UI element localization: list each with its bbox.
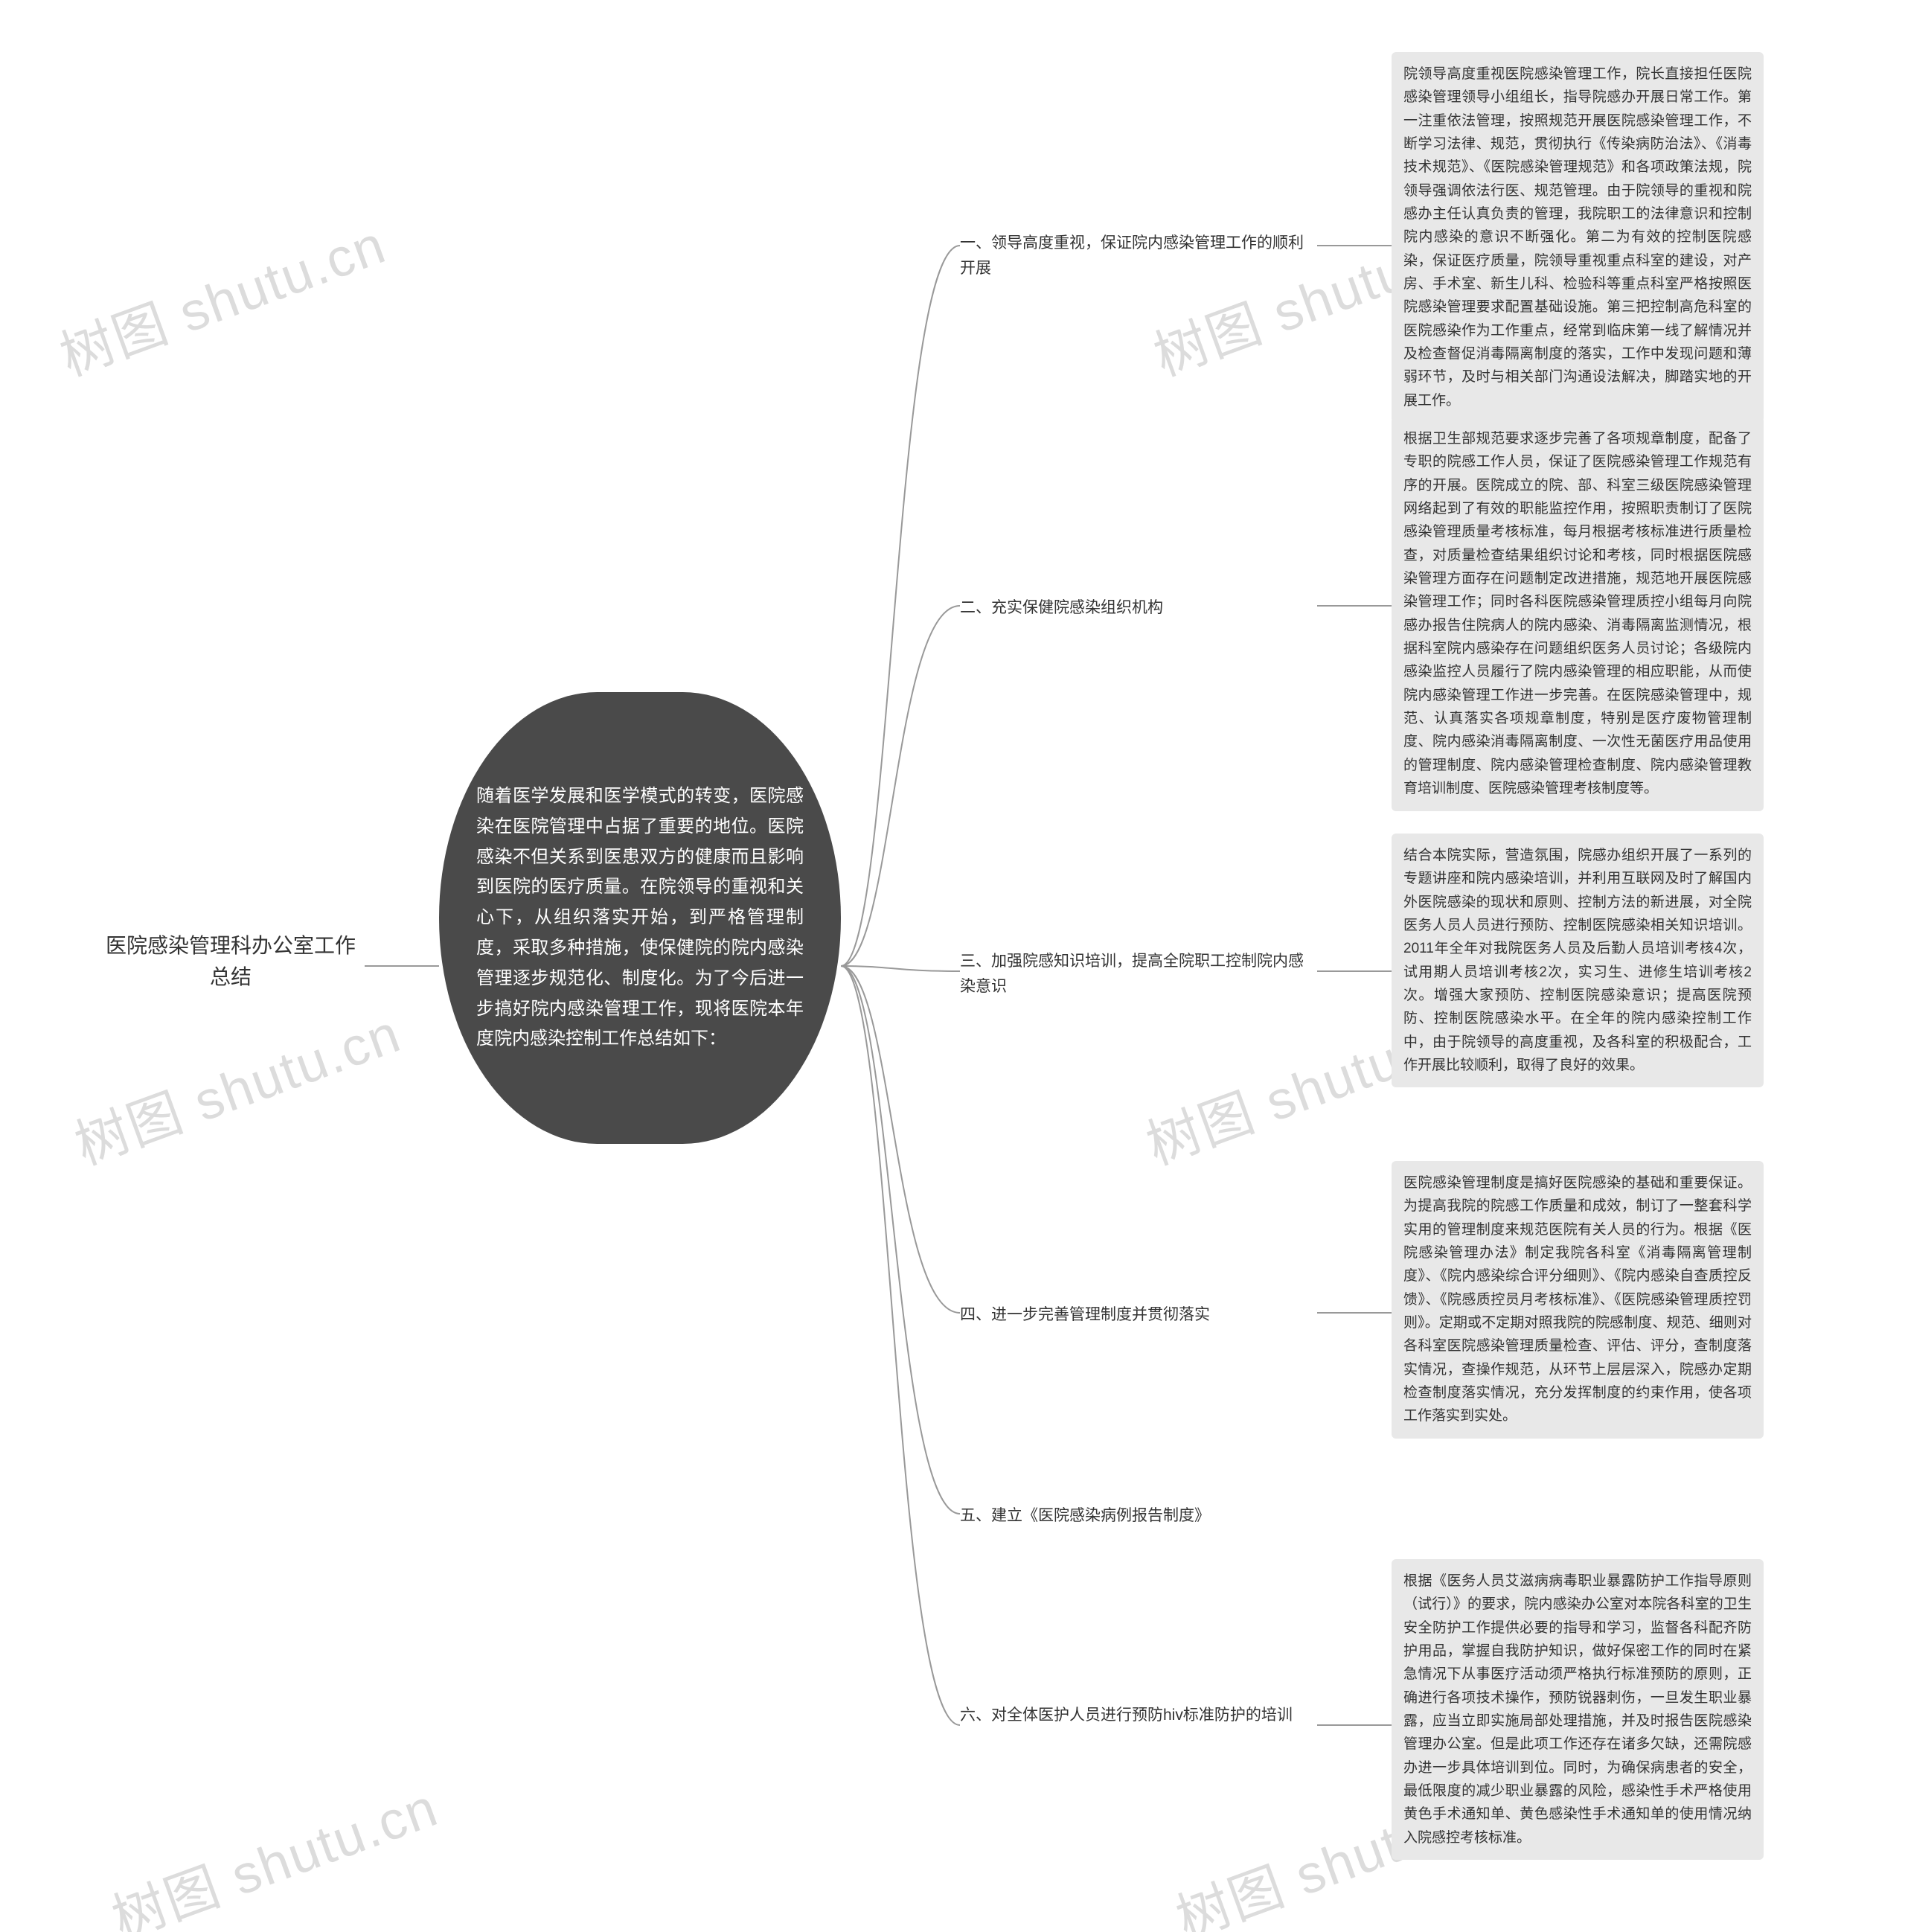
leaf-text: 根据卫生部规范要求逐步完善了各项规章制度，配备了专职的院感工作人员，保证了医院感… <box>1403 431 1752 796</box>
branch-label: 一、领导高度重视，保证院内感染管理工作的顺利开展 <box>960 234 1304 277</box>
center-node[interactable]: 随着医学发展和医学模式的转变，医院感染在医院管理中占据了重要的地位。医院感染不但… <box>439 692 841 1144</box>
branch-label: 六、对全体医护人员进行预防hiv标准防护的培训 <box>960 1707 1293 1724</box>
branch-label: 二、充实保健院感染组织机构 <box>960 599 1163 616</box>
branch-node-3[interactable]: 三、加强院感知识培训，提高全院职工控制院内感染意识 <box>960 949 1317 999</box>
leaf-node-2[interactable]: 根据卫生部规范要求逐步完善了各项规章制度，配备了专职的院感工作人员，保证了医院感… <box>1392 417 1764 811</box>
leaf-text: 结合本院实际，营造氛围，院感办组织开展了一系列的专题讲座和院内感染培训，并利用互… <box>1403 848 1752 1073</box>
branch-label: 五、建立《医院感染病例报告制度》 <box>960 1507 1210 1524</box>
watermark: 树图 shutu.cn <box>48 201 394 391</box>
watermark: 树图 shutu.cn <box>100 1764 446 1932</box>
leaf-node-6[interactable]: 根据《医务人员艾滋病病毒职业暴露防护工作指导原则（试行）》的要求，院内感染办公室… <box>1392 1559 1764 1860</box>
root-label: 医院感染管理科办公室工作总结 <box>106 934 356 988</box>
leaf-node-4[interactable]: 医院感染管理制度是搞好医院感染的基础和重要保证。为提高我院的院感工作质量和成效，… <box>1392 1161 1764 1439</box>
leaf-text: 院领导高度重视医院感染管理工作，院长直接担任医院感染管理领导小组组长，指导院感办… <box>1403 66 1752 409</box>
branch-label: 三、加强院感知识培训，提高全院职工控制院内感染意识 <box>960 953 1304 995</box>
mindmap-canvas: 树图 shutu.cn 树图 shutu.cn 树图 shutu.cn 树图 s… <box>0 0 1905 1932</box>
branch-node-4[interactable]: 四、进一步完善管理制度并贯彻落实 <box>960 1302 1317 1328</box>
leaf-node-1[interactable]: 院领导高度重视医院感染管理工作，院长直接担任医院感染管理领导小组组长，指导院感办… <box>1392 52 1764 423</box>
branch-label: 四、进一步完善管理制度并贯彻落实 <box>960 1306 1210 1323</box>
watermark: 树图 shutu.cn <box>63 990 409 1180</box>
leaf-text: 医院感染管理制度是搞好医院感染的基础和重要保证。为提高我院的院感工作质量和成效，… <box>1403 1175 1752 1424</box>
leaf-text: 根据《医务人员艾滋病病毒职业暴露防护工作指导原则（试行）》的要求，院内感染办公室… <box>1403 1573 1752 1846</box>
root-node[interactable]: 医院感染管理科办公室工作总结 <box>97 930 365 993</box>
branch-node-5[interactable]: 五、建立《医院感染病例报告制度》 <box>960 1503 1317 1529</box>
branch-node-6[interactable]: 六、对全体医护人员进行预防hiv标准防护的培训 <box>960 1703 1317 1728</box>
branch-node-2[interactable]: 二、充实保健院感染组织机构 <box>960 595 1317 621</box>
branch-node-1[interactable]: 一、领导高度重视，保证院内感染管理工作的顺利开展 <box>960 231 1317 281</box>
leaf-node-3[interactable]: 结合本院实际，营造氛围，院感办组织开展了一系列的专题讲座和院内感染培训，并利用互… <box>1392 834 1764 1087</box>
center-text: 随着医学发展和医学模式的转变，医院感染在医院管理中占据了重要的地位。医院感染不但… <box>476 786 804 1049</box>
